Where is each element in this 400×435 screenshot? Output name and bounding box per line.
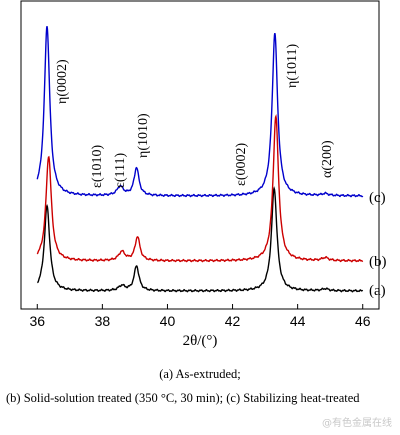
x-tick-label: 36 [29,313,45,329]
watermark: @有色金属在线 [322,418,392,429]
x-tick-label: 46 [355,313,371,329]
series-line-c [36,26,364,198]
curve-label-c: (c) [369,190,386,206]
curve-label-b: (b) [369,254,387,270]
peak-label-eta-1011: η(1011) [285,44,300,88]
curve-labels: (c) (b) (a) [369,190,387,299]
peak-annotations: η(0002) ε(1010) ε(111) η(1010) ε(0002) η… [55,44,335,188]
caption-a: (a) As-extruded; [159,367,241,381]
plot-frame [20,0,380,310]
peak-label-epsilon-0002: ε(0002) [234,142,249,186]
peak-label-eta-0002: η(0002) [55,59,70,104]
x-tick-label: 40 [160,313,176,329]
curve-label-a: (a) [369,283,386,299]
xrd-chart: 36 38 40 42 44 46 η(0002) ε(1010) ε(111) η(10… [20,0,387,349]
x-tick-label: 38 [95,313,111,329]
peak-label-alpha-200: α(200) [320,140,335,178]
x-tick-label: 44 [290,313,306,329]
caption-b: (b) Solid-solution treated (350 °C, 30 m… [6,391,360,405]
series-line-a [37,186,364,293]
peak-label-epsilon-111: ε(111) [113,152,128,188]
series-line-b [36,114,364,263]
x-axis-title: 2θ/(°) [183,333,218,349]
diffraction-curves [36,26,364,293]
peak-label-epsilon-1010: ε(1010) [90,144,105,188]
x-axis-ticks: 36 38 40 42 44 46 [29,304,371,329]
x-tick-label: 42 [225,313,241,329]
peak-label-eta-1010: η(1010) [136,113,151,158]
